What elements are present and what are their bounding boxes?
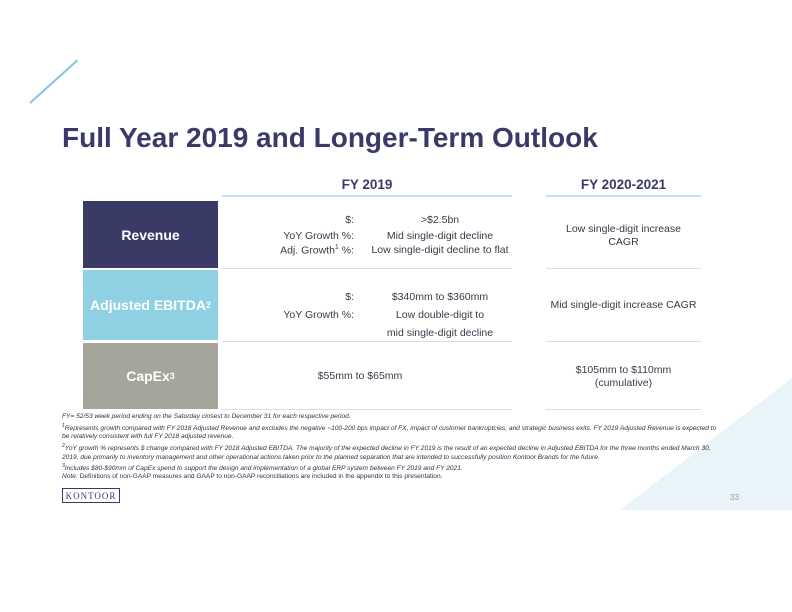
column-header-fy2019: FY 2019 xyxy=(341,177,393,192)
column-header-underline xyxy=(222,195,512,197)
footnote-fy-definition: FY= 52/53 week period ending on the Satu… xyxy=(62,413,351,420)
ebitda-yoy-value-continued: mid single-digit decline xyxy=(386,327,494,339)
ebitda-dollar-value: $340mm to $360mm xyxy=(391,291,489,303)
row-label-capex: CapEx 3 xyxy=(83,343,218,409)
revenue-adj-growth-key: Adj. Growth1 %: xyxy=(280,244,354,257)
footnote-2: 2YoY growth % represents $ change compar… xyxy=(62,442,711,461)
row-separator xyxy=(222,268,512,269)
footnotes: FY= 52/53 week period ending on the Satu… xyxy=(62,413,722,474)
page-title: Full Year 2019 and Longer-Term Outlook xyxy=(62,122,598,153)
ebitda-fy2020-outlook: Mid single-digit increase CAGR xyxy=(550,299,697,311)
row-separator xyxy=(546,268,701,269)
capex-fy2019-value: $55mm to $65mm xyxy=(317,370,403,382)
row-label-adjusted-ebitda: Adjusted EBITDA 2 xyxy=(83,270,218,340)
column-header-fy2020-2021: FY 2020-2021 xyxy=(580,177,667,192)
row-label-revenue: Revenue xyxy=(83,201,218,268)
column-header-underline xyxy=(546,195,701,197)
capex-fy2020-outlook-line1: $105mm to $110mm xyxy=(575,364,672,376)
revenue-adj-growth-value: Low single-digit decline to flat xyxy=(371,244,509,256)
revenue-yoy-key: YoY Growth %: xyxy=(283,230,354,242)
footnote-1: 1Represents growth compared with FY 2018… xyxy=(62,422,717,441)
capex-fy2020-outlook-line2: (cumulative) xyxy=(594,377,653,389)
revenue-fy2020-outlook-line1: Low single-digit increase xyxy=(566,223,681,235)
ebitda-dollar-key: $: xyxy=(345,291,354,303)
page-number: 33 xyxy=(730,493,739,502)
row-separator xyxy=(546,409,701,410)
non-gaap-note: Note: Definitions of non-GAAP measures a… xyxy=(62,473,443,480)
revenue-yoy-value: Mid single-digit decline xyxy=(386,230,494,242)
revenue-fy2020-outlook-line2: CAGR xyxy=(608,236,639,248)
ebitda-yoy-key: YoY Growth %: xyxy=(283,309,354,321)
revenue-dollar-value: >$2.5bn xyxy=(420,214,460,226)
ebitda-yoy-value: Low double-digit to xyxy=(395,309,485,321)
row-separator xyxy=(222,341,512,342)
row-separator xyxy=(546,341,701,342)
revenue-dollar-key: $: xyxy=(345,214,354,226)
kontoor-logo: KONTOOR xyxy=(62,488,120,503)
footnote-3: 3Includes $80-$90mm of CapEx spend to su… xyxy=(62,463,463,473)
row-separator xyxy=(222,409,512,410)
